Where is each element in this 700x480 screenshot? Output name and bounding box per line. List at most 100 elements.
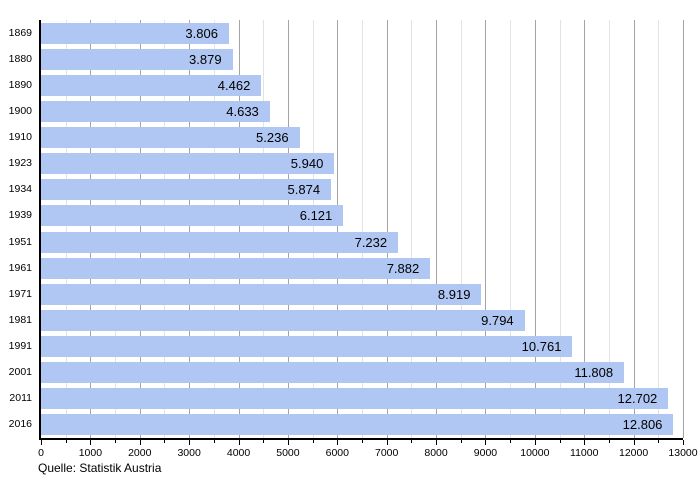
population-bar: 11.808 — [41, 362, 625, 384]
year-label: 2001 — [8, 366, 32, 379]
minor-gridline — [411, 20, 413, 438]
population-bar: 10.761 — [41, 336, 573, 357]
bar-row-1981: 1981 9.794 — [9, 307, 683, 333]
major-gridline — [139, 20, 141, 438]
minor-x-tick — [312, 440, 314, 443]
x-tick-label: 6000 — [325, 447, 349, 459]
population-bar: 12.702 — [41, 388, 669, 410]
population-bar: 5.236 — [41, 127, 300, 148]
minor-gridline — [460, 20, 462, 438]
x-tick-label: 1000 — [78, 447, 103, 459]
major-gridline — [386, 20, 388, 438]
bar-value-label: 5.940 — [290, 156, 324, 172]
x-tick-label: 4000 — [226, 447, 251, 459]
bar-row-1939: 1939 6.121 — [9, 203, 683, 229]
population-bar: 12.806 — [41, 414, 674, 436]
population-bar: 7.882 — [41, 257, 431, 279]
bar-value-label: 9.794 — [481, 312, 514, 328]
minor-gridline — [65, 20, 67, 438]
bar-row-1880: 1880 3.879 — [9, 46, 683, 72]
bar-row-1934: 1934 5.874 — [9, 177, 683, 203]
population-bar: 5.940 — [41, 153, 335, 175]
x-tick-label: 2000 — [128, 447, 152, 459]
year-label: 1981 — [8, 313, 32, 326]
major-gridline — [337, 20, 339, 438]
bar-row-2011: 2011 12.702 — [9, 386, 683, 412]
major-gridline — [633, 20, 635, 438]
major-gridline — [436, 20, 438, 438]
minor-x-tick — [362, 440, 363, 443]
bar-value-label: 4.633 — [226, 103, 259, 119]
major-x-tick — [633, 440, 635, 445]
major-x-tick — [139, 440, 141, 445]
year-label: 1869 — [8, 26, 32, 39]
bar-value-label: 3.806 — [185, 25, 218, 41]
population-bar: 3.879 — [41, 48, 233, 70]
year-label: 2016 — [8, 418, 32, 431]
x-tick-label: 8000 — [424, 447, 448, 459]
population-bar: 5.874 — [41, 179, 332, 201]
bar-row-1890: 1890 4.462 — [9, 72, 683, 98]
x-tick-label: 7000 — [375, 447, 399, 459]
minor-gridline — [312, 20, 314, 438]
minor-x-tick — [608, 440, 610, 443]
minor-x-tick — [65, 440, 67, 443]
minor-gridline — [658, 20, 660, 438]
major-gridline — [534, 20, 536, 438]
bar-value-label: 7.882 — [386, 260, 420, 276]
bar-row-1869: 1869 3.806 — [9, 20, 683, 46]
year-label: 1951 — [8, 235, 32, 248]
bar-value-label: 6.121 — [299, 208, 333, 224]
bar-value-label: 7.232 — [354, 234, 388, 250]
bar-row-1923: 1923 5.940 — [9, 151, 683, 177]
year-label: 1900 — [8, 104, 32, 117]
bar-value-label: 3.879 — [189, 51, 222, 67]
bar-row-1961: 1961 7.882 — [9, 255, 683, 281]
x-tick-label: 5000 — [276, 447, 300, 459]
year-label: 1971 — [8, 287, 32, 300]
bar-row-1971: 1971 8.919 — [9, 281, 683, 307]
bar-row-1910: 1910 5.236 — [9, 125, 683, 151]
major-x-tick — [485, 440, 487, 445]
bar-value-label: 10.761 — [521, 339, 562, 354]
bar-value-label: 12.702 — [617, 391, 658, 407]
x-tick-label: 11000 — [570, 447, 599, 459]
year-label: 1939 — [8, 209, 32, 222]
major-x-tick — [189, 440, 191, 445]
minor-gridline — [362, 20, 363, 438]
minor-gridline — [510, 20, 512, 438]
minor-x-tick — [411, 440, 413, 443]
bar-value-label: 8.919 — [437, 286, 471, 302]
major-gridline — [287, 20, 289, 438]
major-gridline — [189, 20, 191, 438]
population-bar: 4.462 — [41, 74, 262, 96]
bar-row-2001: 2001 11.808 — [9, 360, 683, 386]
bar-value-label: 5.236 — [256, 130, 289, 145]
minor-gridline — [559, 20, 561, 438]
major-x-tick — [238, 440, 240, 445]
year-label: 1991 — [8, 340, 32, 352]
minor-x-tick — [559, 440, 561, 443]
year-label: 1934 — [8, 183, 32, 196]
major-x-tick — [386, 440, 388, 445]
bar-value-label: 4.462 — [217, 77, 251, 93]
year-label: 1961 — [8, 261, 32, 274]
bar-row-2016: 2016 12.806 — [9, 412, 683, 438]
bar-row-1951: 1951 7.232 — [9, 229, 683, 255]
minor-x-tick — [164, 440, 166, 443]
year-label: 2011 — [9, 392, 32, 405]
minor-x-tick — [263, 440, 265, 443]
major-x-tick — [41, 440, 42, 445]
major-gridline — [683, 20, 684, 438]
minor-gridline — [164, 20, 166, 438]
year-label: 1890 — [8, 78, 32, 91]
major-x-tick — [337, 440, 339, 445]
bar-row-1900: 1900 4.633 — [9, 98, 683, 124]
bar-value-label: 5.874 — [287, 182, 321, 198]
population-bar: 9.794 — [41, 309, 525, 331]
major-gridline — [485, 20, 487, 438]
major-gridline — [584, 20, 586, 438]
x-tick-label: 0 — [38, 447, 44, 459]
year-label: 1880 — [8, 52, 32, 65]
minor-gridline — [115, 20, 117, 438]
